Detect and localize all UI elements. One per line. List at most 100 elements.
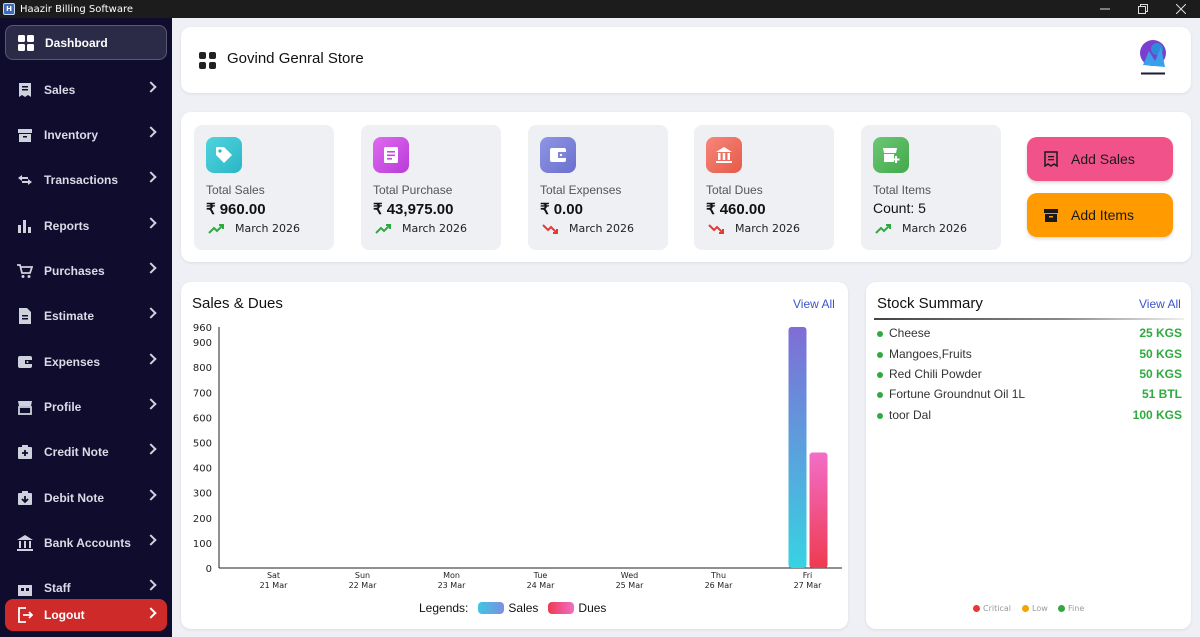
credit-note-icon bbox=[16, 443, 34, 461]
y-tick-label: 960 bbox=[193, 323, 212, 334]
chart-legend: Legends: Sales Dues bbox=[419, 601, 606, 615]
y-tick-label: 700 bbox=[193, 388, 212, 399]
x-tick-label: 23 Mar bbox=[438, 581, 467, 590]
status-dot bbox=[877, 352, 883, 358]
stat-label: Total Sales bbox=[206, 183, 265, 197]
sidebar-item-estimate[interactable]: Estimate bbox=[5, 298, 167, 333]
sidebar-item-debit-note[interactable]: Debit Note bbox=[5, 480, 167, 515]
stat-value: Count: 5 bbox=[873, 200, 926, 216]
x-tick-label: 22 Mar bbox=[349, 581, 378, 590]
sidebar-item-label: Purchases bbox=[44, 263, 105, 278]
chevron-right-icon bbox=[145, 217, 157, 229]
minimize-icon bbox=[1100, 8, 1110, 10]
sidebar-item-bank-accounts[interactable]: Bank Accounts bbox=[5, 525, 167, 560]
stat-label: Total Dues bbox=[706, 183, 763, 197]
app-icon: H bbox=[3, 3, 15, 15]
stock-row[interactable]: Red Chili Powder 50 KGS bbox=[877, 367, 1182, 385]
sidebar-item-label: Credit Note bbox=[44, 444, 109, 459]
stock-row[interactable]: toor Dal 100 KGS bbox=[877, 408, 1182, 426]
dashboard-grid-icon bbox=[17, 34, 35, 52]
chevron-right-icon bbox=[145, 171, 157, 183]
x-tick-label: Wed bbox=[621, 571, 638, 580]
y-tick-label: 600 bbox=[193, 413, 212, 424]
sidebar-item-purchases[interactable]: Purchases bbox=[5, 253, 167, 288]
sidebar-item-profile[interactable]: Profile bbox=[5, 389, 167, 424]
store-header: Govind Genral Store bbox=[181, 27, 1191, 93]
add-items-button[interactable]: Add Items bbox=[1027, 193, 1173, 237]
logout-button[interactable]: Logout bbox=[5, 599, 167, 631]
critical-dot bbox=[973, 605, 980, 612]
minimize-button[interactable] bbox=[1086, 0, 1124, 18]
trend-down-icon bbox=[708, 221, 726, 235]
chevron-right-icon bbox=[145, 81, 157, 93]
stock-level-legend-critical: Critical bbox=[973, 604, 1011, 613]
close-button[interactable] bbox=[1162, 0, 1200, 18]
level-label: Fine bbox=[1068, 604, 1085, 613]
stock-item-name: Mangoes,Fruits bbox=[889, 347, 972, 361]
legend-label-sales: Sales bbox=[508, 601, 539, 615]
y-tick-label: 500 bbox=[193, 438, 212, 449]
wallet-icon bbox=[540, 137, 576, 173]
chevron-right-icon bbox=[145, 489, 157, 501]
debit-note-icon bbox=[16, 489, 34, 507]
low-dot bbox=[1022, 605, 1029, 612]
sidebar-item-label: Estimate bbox=[44, 308, 95, 323]
sidebar-item-label: Sales bbox=[44, 82, 76, 97]
x-tick-label: 21 Mar bbox=[260, 581, 289, 590]
sales-dues-chart-card: Sales & Dues View All 0 100 200 300 400 500 60… bbox=[181, 282, 848, 629]
chevron-right-icon bbox=[145, 443, 157, 455]
stat-label: Total Purchase bbox=[373, 183, 453, 197]
stock-summary-card: Stock Summary View All Cheese 25 KGS Man… bbox=[866, 282, 1191, 629]
status-dot bbox=[877, 331, 883, 337]
stock-row[interactable]: Fortune Groundnut Oil 1L 51 BTL bbox=[877, 387, 1182, 405]
x-tick-label: Thu bbox=[710, 571, 726, 580]
sidebar-item-sales[interactable]: Sales bbox=[5, 72, 167, 107]
chevron-right-icon bbox=[145, 126, 157, 138]
stock-row[interactable]: Mangoes,Fruits 50 KGS bbox=[877, 347, 1182, 365]
stock-row[interactable]: Cheese 25 KGS bbox=[877, 326, 1182, 344]
store-add-icon bbox=[873, 137, 909, 173]
stat-total-expenses[interactable]: Total Expenses ₹ 0.00 March 2026 bbox=[528, 125, 668, 250]
level-label: Critical bbox=[983, 604, 1011, 613]
sidebar-item-expenses[interactable]: Expenses bbox=[5, 344, 167, 379]
stats-panel: Total Sales ₹ 960.00 March 2026 Total Pu… bbox=[181, 112, 1191, 262]
chart-title: Sales & Dues bbox=[192, 295, 283, 312]
sales-view-all-link[interactable]: View All bbox=[793, 297, 835, 311]
sidebar-item-inventory[interactable]: Inventory bbox=[5, 117, 167, 152]
restore-button[interactable] bbox=[1124, 0, 1162, 18]
sidebar-item-staff[interactable]: Staff bbox=[5, 570, 167, 605]
stat-total-dues[interactable]: Total Dues ₹ 460.00 March 2026 bbox=[694, 125, 834, 250]
stat-value: ₹ 43,975.00 bbox=[373, 201, 454, 218]
sidebar-item-label: Inventory bbox=[44, 127, 99, 142]
sidebar-item-credit-note[interactable]: Credit Note bbox=[5, 434, 167, 469]
stock-item-name: Fortune Groundnut Oil 1L bbox=[889, 387, 1026, 401]
inventory-box-icon bbox=[1043, 207, 1059, 223]
sidebar-item-label: Transactions bbox=[44, 172, 119, 187]
level-label: Low bbox=[1032, 604, 1048, 613]
stock-item-name: Red Chili Powder bbox=[889, 367, 982, 381]
restore-icon bbox=[1138, 4, 1148, 14]
chevron-right-icon bbox=[145, 579, 157, 591]
sidebar-item-dashboard[interactable]: Dashboard bbox=[5, 25, 167, 60]
stat-total-sales[interactable]: Total Sales ₹ 960.00 March 2026 bbox=[194, 125, 334, 250]
stat-period: March 2026 bbox=[902, 222, 968, 235]
stat-label: Total Expenses bbox=[540, 183, 622, 197]
add-sales-button[interactable]: Add Sales bbox=[1027, 137, 1173, 181]
title-divider bbox=[874, 318, 1184, 320]
sidebar-item-reports[interactable]: Reports bbox=[5, 208, 167, 243]
x-tick-label: Mon bbox=[443, 571, 460, 580]
stat-total-purchase[interactable]: Total Purchase ₹ 43,975.00 March 2026 bbox=[361, 125, 501, 250]
y-tick-label: 400 bbox=[193, 464, 212, 475]
bank-icon bbox=[16, 534, 34, 552]
sidebar-item-transactions[interactable]: Transactions bbox=[5, 162, 167, 197]
x-tick-label: Sun bbox=[355, 571, 370, 580]
store-name: Govind Genral Store bbox=[227, 50, 364, 67]
stat-total-items[interactable]: Total Items Count: 5 March 2026 bbox=[861, 125, 1001, 250]
status-dot bbox=[877, 392, 883, 398]
staff-icon bbox=[16, 579, 34, 597]
y-tick-label: 200 bbox=[193, 514, 212, 525]
x-tick-label: 26 Mar bbox=[705, 581, 734, 590]
stat-period: March 2026 bbox=[735, 222, 801, 235]
stock-view-all-link[interactable]: View All bbox=[1139, 297, 1181, 311]
window-titlebar: H Haazir Billing Software bbox=[0, 0, 1200, 18]
